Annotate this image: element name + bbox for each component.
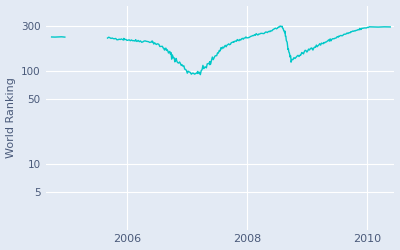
Y-axis label: World Ranking: World Ranking	[6, 77, 16, 158]
